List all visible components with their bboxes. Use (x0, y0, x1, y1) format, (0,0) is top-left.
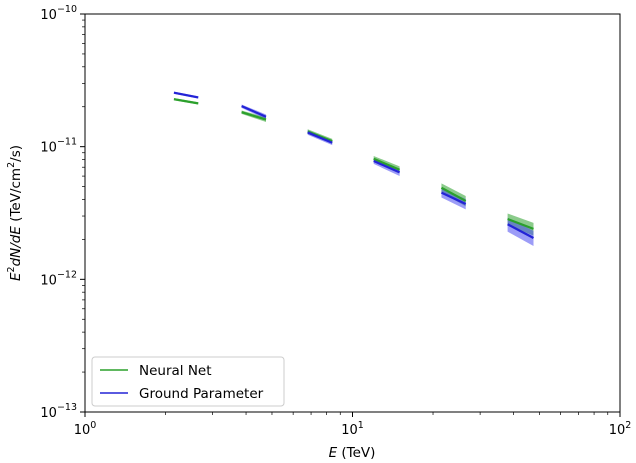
y-tick-base: 10 (40, 141, 57, 156)
neural-net-line-segment (241, 111, 267, 121)
y-tick-label: 10−11 (40, 137, 77, 156)
ground-parameter-line-segment (173, 91, 199, 99)
legend-label-neural-net: Neural Net (139, 363, 212, 379)
x-tick-label: 100 (74, 420, 97, 438)
legend-box (91, 356, 285, 407)
plot-area (85, 14, 620, 412)
x-tick-label: 102 (609, 420, 632, 438)
x-axis-label: E (TeV) (329, 445, 376, 461)
y-axis-label-sup1: 2 (6, 266, 17, 272)
y-axis-label: E2dN/dE (TeV/cm2/s) (6, 145, 24, 281)
ground-parameter-line-segment (373, 159, 401, 174)
y-tick-base: 10 (40, 8, 57, 23)
neural-net-line-segment (440, 186, 467, 202)
ground-parameter-line-segment (241, 105, 267, 118)
y-tick-label: 10−10 (40, 4, 77, 23)
y-tick-label: 10−13 (40, 402, 77, 421)
x-tick-exp: 1 (358, 420, 364, 431)
y-axis-label-unit-pre: (TeV/cm (8, 168, 24, 226)
ground-parameter-line-segment (507, 223, 535, 239)
y-tick-exp: −10 (57, 4, 77, 15)
neural-net-line-segment (173, 98, 199, 105)
y-tick-exp: −11 (57, 137, 77, 148)
x-axis-ticks: 100 101 102 (74, 412, 632, 438)
y-tick-label: 10−12 (40, 269, 77, 288)
x-tick-base: 10 (341, 423, 358, 438)
y-tick-base: 10 (40, 273, 57, 288)
x-tick-label: 101 (341, 420, 364, 438)
series-lines (173, 91, 535, 239)
x-tick-exp: 0 (90, 420, 96, 431)
x-tick-exp: 2 (625, 420, 631, 431)
ground-parameter-line-segment (307, 131, 333, 144)
ground-parameter-line-segment (440, 191, 467, 205)
y-tick-base: 10 (40, 406, 57, 421)
y-axis-label-sup2: 2 (6, 162, 17, 168)
neural-net-line-segment (373, 157, 401, 171)
x-tick-base: 10 (74, 423, 91, 438)
legend-label-ground-parameter: Ground Parameter (139, 386, 264, 402)
y-tick-exp: −12 (57, 269, 77, 280)
y-tick-exp: −13 (57, 402, 77, 413)
y-axis-label-dnde: dN/dE (8, 226, 24, 267)
x-axis-label-var: E (329, 445, 338, 461)
y-axis-label-e: E (8, 272, 24, 281)
y-axis-label-unit-post: /s) (8, 145, 24, 162)
legend: Neural Net Ground Parameter (91, 356, 285, 407)
x-tick-base: 10 (609, 423, 626, 438)
neural-net-line-segment (507, 217, 534, 230)
x-axis-label-unit: (TeV) (337, 445, 375, 461)
